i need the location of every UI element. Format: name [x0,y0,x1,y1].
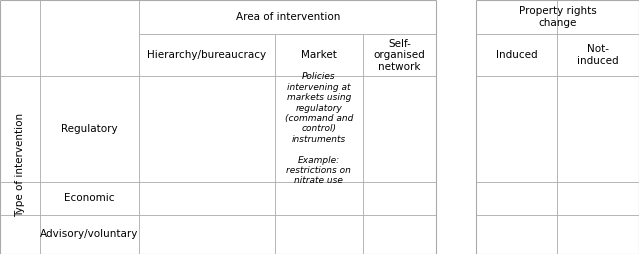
Text: Self-
organised
network: Self- organised network [374,39,426,72]
Text: Property rights
change: Property rights change [519,6,596,28]
Text: Economic: Economic [64,193,115,203]
Text: Area of intervention: Area of intervention [236,12,340,22]
Text: Market: Market [301,50,337,60]
Text: Induced: Induced [496,50,537,60]
Text: Hierarchy/bureaucracy: Hierarchy/bureaucracy [148,50,266,60]
Text: Advisory/voluntary: Advisory/voluntary [40,229,139,239]
Text: Regulatory: Regulatory [61,124,118,134]
Text: Policies
intervening at
markets using
regulatory
(command and
control)
instrumen: Policies intervening at markets using re… [284,72,353,185]
Text: Type of intervention: Type of intervention [15,113,25,217]
Text: Not-
induced: Not- induced [577,44,619,66]
